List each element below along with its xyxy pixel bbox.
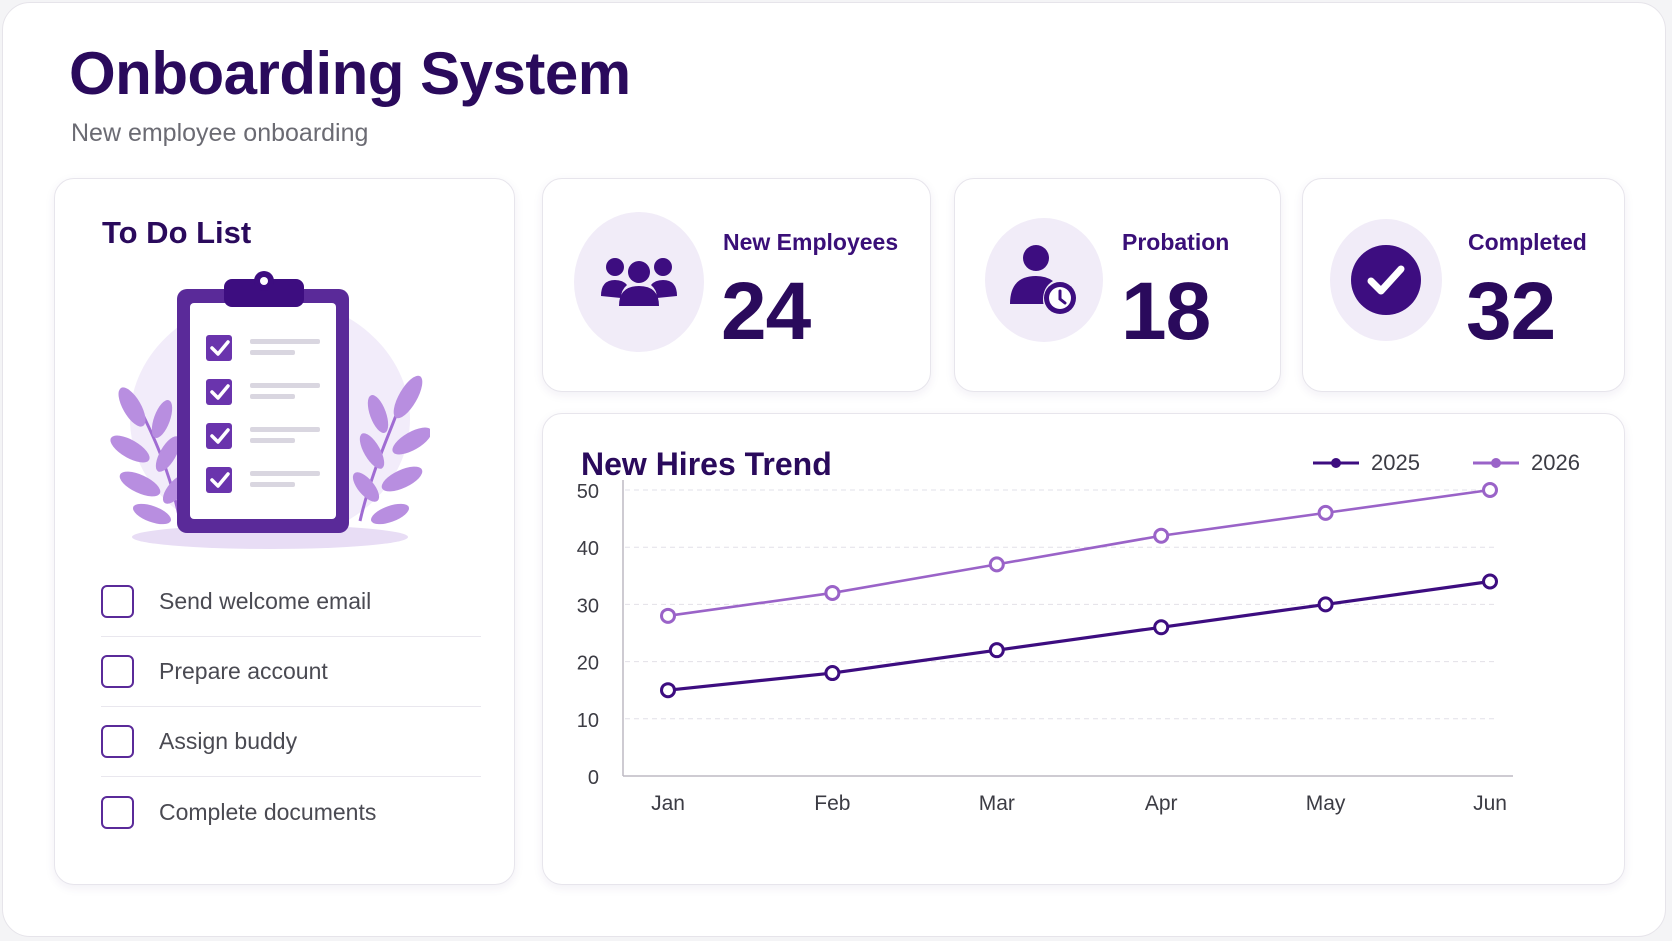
x-tick-label: Jun bbox=[1473, 792, 1507, 815]
todo-checkbox[interactable] bbox=[101, 585, 134, 618]
chart-title: New Hires Trend bbox=[581, 446, 832, 482]
series-line-2025 bbox=[667, 579, 1491, 692]
y-tick-label: 20 bbox=[577, 653, 599, 675]
todo-title: To Do List bbox=[102, 215, 252, 250]
clipboard-illustration bbox=[110, 271, 430, 549]
data-point-2025 bbox=[1482, 573, 1498, 590]
stat-label: Probation bbox=[1122, 229, 1230, 255]
data-point-2026 bbox=[1153, 527, 1170, 544]
x-tick-label: May bbox=[1306, 792, 1346, 815]
x-tick-label: Mar bbox=[979, 792, 1015, 815]
legend-marker-2025 bbox=[1313, 458, 1359, 468]
todo-item[interactable]: Assign buddy bbox=[101, 707, 481, 777]
check-circle-icon bbox=[1351, 245, 1421, 315]
y-tick-label: 10 bbox=[577, 710, 599, 732]
x-tick-label: Jan bbox=[651, 792, 685, 815]
stat-card-probation: Probation 18 bbox=[954, 178, 1281, 392]
todo-item-label: Complete documents bbox=[159, 798, 377, 825]
legend-item-2025: 2025 bbox=[1313, 450, 1420, 476]
x-tick-label: Apr bbox=[1145, 792, 1178, 815]
stat-label: New Employees bbox=[723, 229, 899, 255]
stat-icon-bg bbox=[1330, 219, 1442, 341]
todo-item[interactable]: Send welcome email bbox=[101, 567, 481, 637]
todo-item[interactable]: Complete documents bbox=[101, 777, 481, 847]
data-point-2026 bbox=[1317, 504, 1334, 521]
chart-card: 0 10 20 30 40 50 Jan Feb Mar Apr May Jun New Hires … bbox=[542, 413, 1625, 885]
page-title: Onboarding System bbox=[69, 40, 631, 107]
legend-label: 2026 bbox=[1531, 450, 1580, 475]
stat-card-completed: Completed 32 bbox=[1302, 178, 1625, 392]
x-tick-label: Feb bbox=[814, 792, 850, 815]
user-clock-icon bbox=[1010, 245, 1076, 314]
stat-icon-bg bbox=[985, 218, 1103, 342]
data-point-2026 bbox=[988, 556, 1005, 573]
data-point-2025 bbox=[1153, 619, 1170, 636]
data-point-2025 bbox=[824, 665, 841, 682]
y-tick-label: 40 bbox=[577, 538, 599, 560]
todo-list: Send welcome email Prepare account Assig… bbox=[101, 567, 481, 847]
data-point-2026 bbox=[660, 607, 676, 624]
y-tick-label: 50 bbox=[577, 481, 599, 503]
todo-item[interactable]: Prepare account bbox=[101, 637, 481, 707]
line-chart: 0 10 20 30 40 50 Jan Feb Mar Apr May Jun bbox=[577, 480, 1513, 815]
users-group-icon bbox=[601, 258, 677, 306]
stat-value: 24 bbox=[721, 266, 811, 357]
legend-marker-2026 bbox=[1473, 458, 1519, 468]
todo-checkbox[interactable] bbox=[101, 725, 134, 758]
stat-icon-bg bbox=[574, 212, 704, 352]
todo-item-label: Prepare account bbox=[159, 658, 328, 684]
todo-card: To Do List bbox=[54, 178, 515, 885]
stat-label: Completed bbox=[1468, 229, 1587, 255]
series-line-2026 bbox=[667, 488, 1491, 618]
data-point-2026 bbox=[1482, 482, 1498, 498]
todo-item-label: Assign buddy bbox=[159, 728, 298, 754]
todo-checkbox[interactable] bbox=[101, 795, 134, 829]
legend-label: 2025 bbox=[1371, 450, 1420, 475]
todo-item-label: Send welcome email bbox=[159, 588, 372, 614]
data-point-2025 bbox=[988, 642, 1005, 659]
data-point-2026 bbox=[824, 584, 841, 601]
y-tick-label: 0 bbox=[588, 767, 599, 789]
stat-card-new-employees: New Employees 24 bbox=[542, 178, 931, 392]
page-subtitle: New employee onboarding bbox=[71, 119, 369, 147]
todo-checkbox[interactable] bbox=[101, 655, 134, 688]
stat-value: 32 bbox=[1466, 266, 1556, 357]
data-point-2025 bbox=[1317, 596, 1334, 613]
y-tick-label: 30 bbox=[577, 595, 599, 617]
stat-value: 18 bbox=[1121, 266, 1211, 357]
legend-item-2026: 2026 bbox=[1473, 450, 1580, 476]
data-point-2025 bbox=[660, 682, 676, 699]
